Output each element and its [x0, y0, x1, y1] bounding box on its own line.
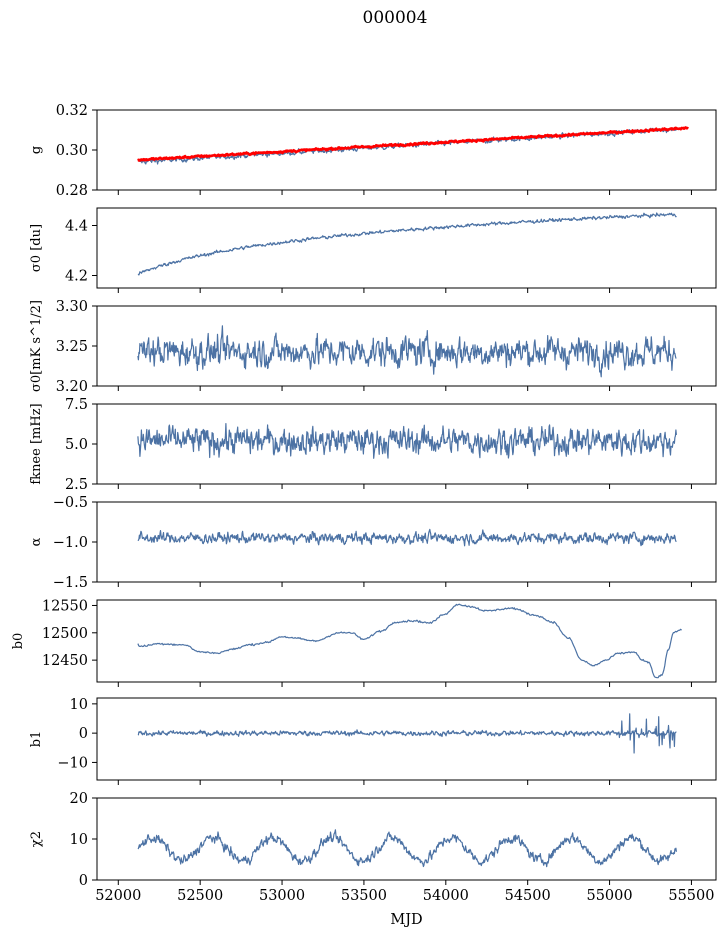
y-tick-label: −0.5: [53, 495, 88, 511]
y-axis-label: b0: [11, 633, 26, 650]
y-tick-label: 0: [79, 726, 88, 742]
y-tick-label: 10: [70, 697, 88, 713]
y-tick-label: 4.4: [65, 219, 88, 235]
x-tick-label: 55000: [586, 888, 632, 904]
series-line-1: [137, 713, 677, 754]
y-axis-label: χ2: [29, 831, 44, 847]
series-line-1: [137, 212, 677, 276]
y-axis-label: fknee [mHz]: [29, 403, 44, 484]
y-tick-label: 0.30: [56, 143, 88, 159]
panel-6: 12450 12500 12550 b0: [11, 598, 717, 687]
y-tick-label: 0.32: [56, 103, 88, 119]
panel-5: −1.5 −1.0 −0.5 α: [29, 495, 717, 591]
y-axis-label: σ0[mK s^1/2]: [29, 300, 44, 392]
x-tick-label: 53000: [259, 888, 305, 904]
y-tick-label: 3.20: [56, 379, 88, 395]
axes-frame: [96, 797, 717, 881]
panel-3: 3.20 3.25 3.30 σ0[mK s^1/2]: [29, 299, 717, 395]
x-axis-label: MJD: [390, 912, 422, 928]
series-line-1: [137, 603, 682, 679]
y-tick-label: 12500: [42, 626, 88, 642]
y-tick-label: 5.0: [65, 437, 88, 453]
y-tick-label: 0: [79, 873, 88, 889]
y-axis-label: g: [29, 146, 44, 154]
y-tick-label: −1.5: [53, 575, 88, 591]
panel-2: 4.2 4.4 σ0 [du]: [29, 207, 717, 293]
y-tick-label: 3.25: [56, 339, 88, 355]
y-tick-label: 20: [70, 791, 88, 807]
y-tick-label: 7.5: [65, 397, 88, 413]
x-tick-label: 53500: [341, 888, 387, 904]
panel-4: 2.5 5.0 7.5 fknee [mHz]: [29, 397, 717, 493]
y-axis-label: b1: [29, 731, 44, 748]
figure-title: 000004: [362, 8, 428, 28]
y-tick-label: −10: [57, 755, 88, 771]
x-tick-label: 52500: [177, 888, 223, 904]
axes-frame: [96, 599, 717, 683]
x-tick-label: 54500: [505, 888, 551, 904]
series-line-1: [137, 829, 677, 868]
y-axis-label: σ0 [du]: [29, 224, 44, 272]
axes-frame: [96, 697, 717, 781]
axes-frame: [96, 207, 717, 289]
x-tick-label: 52000: [95, 888, 141, 904]
y-axis-label: α: [29, 537, 44, 546]
y-tick-label: 12550: [42, 598, 88, 614]
axes-frame: [96, 109, 717, 191]
x-tick-label: 55500: [668, 888, 714, 904]
series-line-1: [137, 423, 677, 459]
y-tick-label: 2.5: [65, 477, 88, 493]
y-tick-label: 12450: [42, 653, 88, 669]
y-tick-label: 4.2: [65, 269, 88, 285]
x-tick-label: 54000: [423, 888, 469, 904]
y-tick-label: 10: [70, 832, 88, 848]
series-line-1: [137, 325, 677, 378]
panel-8: 0 10 20 χ2 52000 52500 53000 53500 54000 54500 550…: [29, 791, 717, 904]
series-line-2: [137, 126, 690, 162]
y-tick-label: 3.30: [56, 299, 88, 315]
panel-1: 0.28 0.30 0.32 g: [29, 103, 717, 199]
y-tick-label: −1.0: [53, 535, 88, 551]
panel-7: −10 0 10 b1: [29, 697, 717, 785]
series-line-1: [137, 528, 677, 547]
y-tick-label: 0.28: [56, 183, 88, 199]
